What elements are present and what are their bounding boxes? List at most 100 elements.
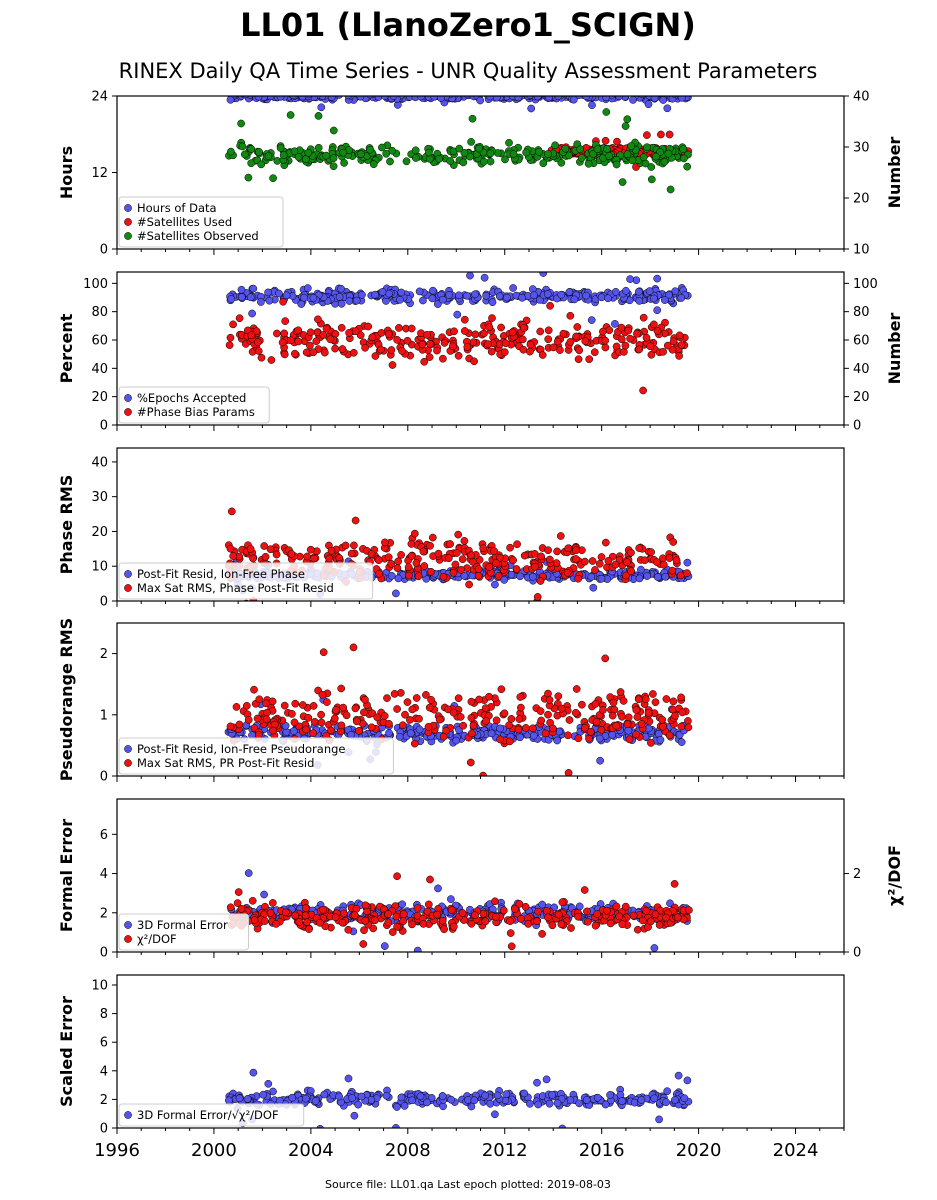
series-2-point (273, 329, 281, 338)
series-2-point (485, 323, 494, 332)
series-2-point (407, 324, 416, 333)
series-1-point (653, 306, 662, 315)
series-1-point (394, 574, 403, 583)
series-3-point (593, 145, 602, 154)
series-1-point (553, 736, 562, 745)
x-tick-label: 2004 (288, 1140, 334, 1161)
series-2-point (403, 336, 412, 345)
series-1-point (634, 287, 643, 296)
y2-axis-label: Number (885, 313, 904, 385)
series-2-point (643, 131, 651, 139)
series-2-point (601, 136, 610, 145)
series-2-point (581, 337, 590, 345)
series-1-point (680, 1094, 689, 1103)
series-2-point (375, 569, 384, 578)
series-2-point (593, 910, 601, 918)
series-3-point (612, 160, 621, 169)
series-2-point (517, 703, 525, 712)
series-2-point (390, 690, 399, 698)
series-2-point (482, 717, 490, 725)
legend-pseudorange: Post-Fit Resid, Ion-Free PseudorangeMax … (118, 737, 394, 775)
series-2-point (538, 351, 547, 359)
series-2-point (533, 917, 541, 926)
series-3-point (683, 162, 692, 171)
series-2-point (665, 130, 674, 139)
series-2-point (635, 544, 644, 552)
series-2-point (393, 564, 402, 572)
series-2-point (575, 346, 584, 355)
series-2-point (603, 906, 611, 915)
series-1-point (358, 290, 366, 299)
series-1-point (438, 1092, 447, 1100)
series-2-point (286, 336, 295, 345)
series-2-point (623, 720, 632, 729)
series-2-point (356, 331, 365, 340)
series-2-point (414, 572, 423, 581)
series-2-point (633, 925, 642, 934)
series-1-point (242, 96, 250, 99)
series-1-point (492, 96, 501, 102)
panel-phase: 0 10 20 30 40 Phase RMS Post-Fit Resid, Ion-Fr… (57, 447, 845, 610)
series-2-point (419, 547, 428, 556)
series-2-point (280, 350, 289, 359)
series-1-point (357, 1092, 366, 1101)
series-2-point (361, 916, 370, 925)
series-1-point (545, 1099, 554, 1108)
series-1-point (260, 890, 268, 899)
x-tick-label: 2016 (579, 1140, 625, 1161)
series-1-point (380, 942, 389, 950)
series-2-point (534, 907, 542, 916)
series-2-point (435, 715, 444, 724)
series-2-point (225, 341, 234, 349)
legend-entry: Max Sat RMS, Phase Post-Fit Resid (137, 581, 334, 595)
series-1-point (491, 1110, 499, 1119)
series-2-point (295, 918, 304, 926)
series-1-point (275, 289, 283, 298)
series-3-point (402, 157, 411, 166)
series-1-point (653, 274, 662, 283)
series-2-point (337, 721, 346, 730)
series-2-point (591, 700, 600, 708)
series-2-point (394, 557, 403, 566)
series-1-point (533, 1078, 541, 1087)
series-3-point (652, 152, 660, 161)
series-2-point (406, 716, 414, 724)
series-2-point (546, 301, 554, 310)
series-3-point (269, 174, 277, 183)
series-1-point (597, 293, 606, 302)
series-2-point (253, 714, 262, 723)
series-1-point (352, 296, 361, 305)
series-2-point (516, 790, 523, 797)
series-2-point (388, 928, 397, 936)
series-1-point (569, 96, 578, 104)
series-1-point (305, 96, 313, 99)
series-1-point (382, 1091, 391, 1100)
series-2-point (288, 710, 296, 718)
series-2-point (412, 694, 421, 702)
series-2-point (625, 735, 634, 744)
series-3-point (605, 152, 614, 160)
series-2-point (371, 916, 379, 925)
series-2-point (516, 693, 525, 701)
series-2-point (459, 721, 468, 730)
series-2-point (591, 566, 599, 574)
series-1-point (634, 84, 641, 91)
series-2-point (675, 352, 683, 360)
y2-tick-label: 100 (853, 277, 878, 292)
series-2-point (449, 568, 458, 577)
series-2-point (618, 920, 627, 929)
legend-hours: Hours of Data#Satellites Used#Satellites… (118, 196, 284, 248)
series-2-point (500, 348, 509, 356)
series-2-point (440, 925, 448, 934)
series-1-point (660, 296, 669, 304)
series-2-point (408, 705, 417, 714)
series-2-point (301, 911, 310, 920)
series-1-point (542, 1075, 551, 1084)
series-2-point (545, 555, 554, 564)
series-1-point (661, 572, 670, 581)
series-1-point (526, 1099, 534, 1108)
series-2-point (317, 710, 325, 719)
series-1-point (514, 96, 523, 102)
